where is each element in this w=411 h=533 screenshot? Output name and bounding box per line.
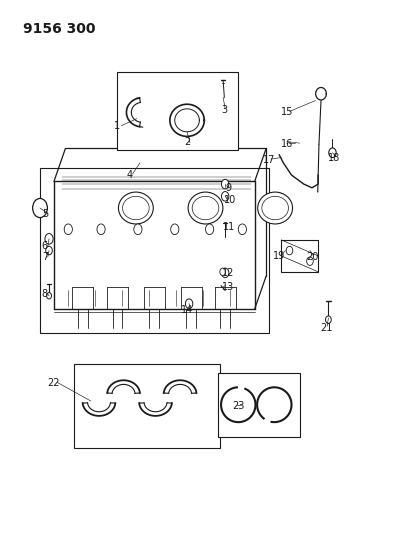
Circle shape (64, 224, 72, 235)
Text: 13: 13 (222, 282, 234, 292)
Circle shape (286, 246, 293, 255)
Text: 23: 23 (232, 401, 245, 411)
Text: 9156 300: 9156 300 (23, 22, 96, 36)
Ellipse shape (188, 192, 223, 224)
Circle shape (222, 191, 229, 201)
Text: 14: 14 (181, 305, 193, 315)
Circle shape (32, 198, 47, 217)
Circle shape (206, 224, 214, 235)
Text: 12: 12 (222, 268, 234, 278)
Text: 7: 7 (42, 252, 48, 262)
Text: 2: 2 (184, 136, 190, 147)
Circle shape (329, 148, 336, 158)
Circle shape (45, 233, 53, 244)
Text: 22: 22 (47, 378, 59, 389)
Text: 5: 5 (42, 209, 48, 220)
Text: 11: 11 (223, 222, 236, 232)
Circle shape (238, 224, 247, 235)
Circle shape (307, 257, 313, 265)
Text: 15: 15 (281, 107, 293, 117)
Text: 10: 10 (224, 195, 236, 205)
Text: 1: 1 (114, 120, 120, 131)
Circle shape (185, 299, 193, 309)
Circle shape (222, 268, 229, 278)
Bar (118, 72, 238, 150)
Text: 3: 3 (221, 104, 227, 115)
Circle shape (97, 224, 105, 235)
Ellipse shape (118, 192, 153, 224)
Text: 21: 21 (320, 322, 332, 333)
Circle shape (222, 179, 229, 189)
Text: 18: 18 (328, 152, 341, 163)
Circle shape (134, 224, 142, 235)
Text: 8: 8 (42, 289, 48, 299)
Circle shape (220, 268, 226, 276)
Text: 17: 17 (263, 155, 275, 165)
Circle shape (46, 293, 51, 299)
Text: 9: 9 (225, 183, 231, 193)
Ellipse shape (258, 192, 293, 224)
Text: 16: 16 (280, 139, 293, 149)
Text: 6: 6 (42, 241, 48, 251)
Text: 20: 20 (306, 252, 318, 262)
Bar (39, 168, 269, 333)
Circle shape (171, 224, 179, 235)
Text: 4: 4 (127, 170, 133, 180)
Bar (74, 365, 220, 448)
Circle shape (326, 316, 331, 324)
Bar (218, 373, 300, 437)
Circle shape (46, 246, 52, 255)
Text: 19: 19 (273, 251, 285, 261)
